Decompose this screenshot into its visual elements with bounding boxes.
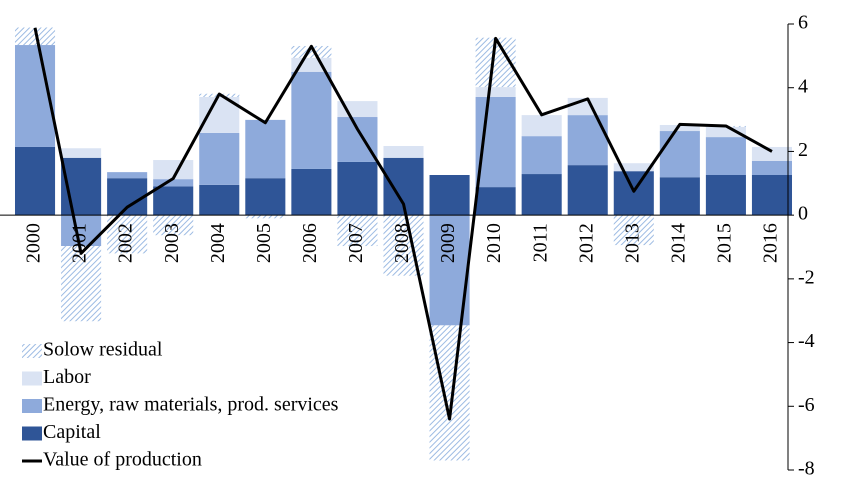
bar-segment xyxy=(429,175,470,216)
bar-segment xyxy=(337,117,378,162)
x-tick-label: 2008 xyxy=(391,223,413,263)
bar-segment xyxy=(61,148,102,158)
bar-segment xyxy=(567,165,608,216)
legend-label: Labor xyxy=(43,366,91,388)
legend-label: Value of production xyxy=(43,449,202,471)
bar-segment xyxy=(475,87,516,97)
y-tick-label: 4 xyxy=(798,75,808,97)
bar-segment xyxy=(751,146,793,161)
bar-segment xyxy=(521,136,562,175)
x-tick-label: 2003 xyxy=(161,223,183,263)
bar-segment xyxy=(199,132,240,185)
bar-segment xyxy=(245,119,286,179)
x-tick-label: 2014 xyxy=(667,223,689,263)
bar-segment xyxy=(659,177,700,216)
bar-segment xyxy=(153,179,194,187)
x-tick-label: 2012 xyxy=(575,223,597,263)
bar-segment xyxy=(337,161,378,216)
x-tick-label: 2006 xyxy=(299,223,321,263)
y-tick-label: -8 xyxy=(798,458,815,479)
line xyxy=(33,27,773,421)
x-tick-label: 2000 xyxy=(23,223,45,263)
bar-segment xyxy=(337,215,378,247)
bar-segment xyxy=(61,246,102,322)
bar-segment xyxy=(613,171,654,216)
bar-segment xyxy=(153,186,194,216)
bar-segment xyxy=(245,178,286,216)
bar-segment xyxy=(291,71,332,169)
legend-label: Capital xyxy=(43,421,101,443)
bar-segment xyxy=(705,137,746,176)
legend-swatch xyxy=(22,426,42,441)
bar-segment xyxy=(199,184,240,216)
bar-segment xyxy=(245,215,286,219)
legend-swatch xyxy=(22,371,42,386)
bar-segment xyxy=(475,187,516,216)
bar-segment xyxy=(429,325,470,461)
y-tick-label: -2 xyxy=(798,266,815,288)
bar-segment xyxy=(107,178,148,216)
bar-segment xyxy=(521,115,562,137)
y-tick-label: -4 xyxy=(798,330,815,352)
bar-segment xyxy=(14,146,56,216)
bar-segment xyxy=(705,175,746,216)
x-tick-label: 2015 xyxy=(714,223,736,263)
bar-segment xyxy=(521,174,562,216)
x-tick-label: 2005 xyxy=(253,223,275,263)
bar-segment xyxy=(153,160,194,180)
x-tick-label: 2011 xyxy=(529,223,551,262)
bar-segment xyxy=(291,45,332,58)
bar-segment xyxy=(383,146,424,158)
bar-segment xyxy=(14,27,56,46)
legend-label: Solow residual xyxy=(43,339,163,361)
bar-segment xyxy=(705,126,746,138)
legend-swatch xyxy=(22,399,42,413)
bar-segment xyxy=(107,172,148,179)
x-tick-label: 2010 xyxy=(483,223,505,263)
x-tick-label: 2002 xyxy=(115,223,137,263)
x-tick-label: 2013 xyxy=(621,223,643,263)
bar-segment xyxy=(659,124,700,132)
bar-segment xyxy=(613,215,654,246)
x-tick-label: 2004 xyxy=(207,223,229,263)
y-tick-label: 0 xyxy=(798,203,808,225)
y-tick-label: 2 xyxy=(798,139,808,161)
legend-swatch xyxy=(22,344,42,358)
legend-label: Energy, raw materials, prod. services xyxy=(43,394,339,416)
bar-segment xyxy=(567,115,608,166)
bar-segment xyxy=(751,175,793,216)
y-tick-label: -6 xyxy=(798,394,815,416)
bar-segment xyxy=(659,131,700,178)
y-tick-label: 6 xyxy=(798,12,808,34)
bar-segment xyxy=(291,168,332,216)
bar-segment xyxy=(153,215,194,236)
bar-segment xyxy=(613,163,654,172)
bar-segment xyxy=(751,160,793,176)
x-tick-label: 2009 xyxy=(437,223,459,263)
x-tick-label: 2007 xyxy=(345,223,367,263)
x-tick-label: 2016 xyxy=(760,223,782,263)
